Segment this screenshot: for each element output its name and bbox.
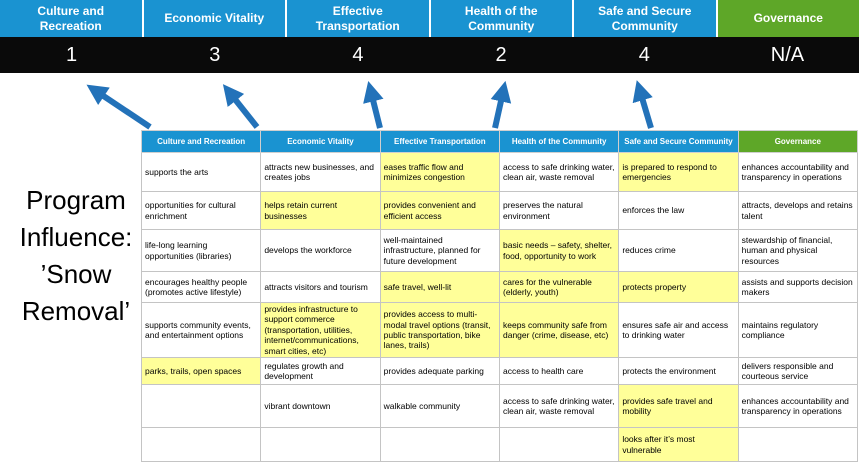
matrix-cell: supports community events, and entertain… bbox=[140, 302, 262, 358]
matrix-column-header: Safe and Secure Community bbox=[618, 130, 739, 153]
matrix-cell: stewardship of financial, human and phys… bbox=[737, 229, 859, 272]
matrix-cell: looks after it’s most vulnerable bbox=[618, 427, 739, 462]
matrix-cell: maintains regulatory compliance bbox=[737, 302, 859, 358]
matrix-cell: enforces the law bbox=[618, 191, 739, 230]
matrix-cell bbox=[260, 427, 381, 462]
matrix-cell: vibrant downtown bbox=[260, 384, 381, 428]
matrix-column-header: Culture and Recreation bbox=[140, 130, 262, 153]
matrix-cell: encourages healthy people (promotes acti… bbox=[140, 271, 262, 303]
matrix-cell bbox=[498, 427, 620, 462]
matrix-cell: develops the workforce bbox=[260, 229, 381, 272]
matrix-row: supports the arts attracts new businesses… bbox=[140, 152, 859, 192]
matrix-column-header: Effective Transportation bbox=[379, 130, 500, 153]
matrix-cell: eases traffic flow and minimizes congest… bbox=[379, 152, 500, 192]
matrix-cell: keeps community safe from danger (crime,… bbox=[498, 302, 620, 358]
matrix-cell: enhances accountability and transparency… bbox=[737, 384, 859, 428]
title-line: Program bbox=[26, 185, 126, 215]
matrix-cell: parks, trails, open spaces bbox=[140, 357, 262, 385]
matrix-cell: attracts new businesses, and creates job… bbox=[260, 152, 381, 192]
title-line: ’Snow bbox=[40, 259, 112, 289]
matrix-cell: cares for the vulnerable (elderly, youth… bbox=[498, 271, 620, 303]
matrix-row: parks, trails, open spaces regulates grow… bbox=[140, 357, 859, 385]
matrix-cell: safe travel, well-lit bbox=[379, 271, 500, 303]
matrix-cell: supports the arts bbox=[140, 152, 262, 192]
matrix-cell: enhances accountability and transparency… bbox=[737, 152, 859, 192]
matrix-cell: walkable community bbox=[379, 384, 500, 428]
category-banner: Culture and Recreation Economic Vitality E… bbox=[0, 0, 859, 37]
matrix-cell bbox=[140, 427, 262, 462]
matrix-row: looks after it’s most vulnerable bbox=[140, 427, 859, 462]
matrix-cell: delivers responsible and courteous servi… bbox=[737, 357, 859, 385]
matrix-cell: access to health care bbox=[498, 357, 620, 385]
matrix-cell: helps retain current businesses bbox=[260, 191, 381, 230]
matrix-header-row: Culture and Recreation Economic Vitality E… bbox=[140, 130, 859, 153]
matrix-cell: basic needs – safety, shelter, food, opp… bbox=[498, 229, 620, 272]
matrix-cell: access to safe drinking water, clean air… bbox=[498, 384, 620, 428]
matrix-cell bbox=[140, 384, 262, 428]
category-score: 4 bbox=[638, 43, 650, 66]
matrix-cell: provides infrastructure to support comme… bbox=[260, 302, 381, 358]
influence-matrix: Culture and Recreation Economic Vitality E… bbox=[140, 130, 859, 462]
matrix-cell bbox=[379, 427, 500, 462]
matrix-row: supports community events, and entertain… bbox=[140, 302, 859, 358]
program-title: Program Influence: ’Snow Removal’ bbox=[0, 182, 152, 330]
title-line: Removal’ bbox=[21, 296, 131, 326]
influence-arrows bbox=[86, 80, 654, 130]
category-score: 4 bbox=[352, 43, 364, 66]
matrix-row: life-long learning opportunities (librar… bbox=[140, 229, 859, 272]
matrix-cell: reduces crime bbox=[618, 229, 739, 272]
category-score: N/A bbox=[770, 43, 805, 66]
matrix-cell: provides safe travel and mobility bbox=[618, 384, 739, 428]
matrix-row: encourages healthy people (promotes acti… bbox=[140, 271, 859, 303]
matrix-cell: well-maintained infrastructure, planned … bbox=[379, 229, 500, 272]
matrix-cell: protects the environment bbox=[618, 357, 739, 385]
matrix-body: supports the arts attracts new businesses… bbox=[140, 152, 859, 462]
category-score: 2 bbox=[495, 43, 507, 66]
matrix-cell: protects property bbox=[618, 271, 739, 303]
matrix-cell bbox=[737, 427, 859, 462]
influence-arrow bbox=[490, 80, 512, 129]
matrix-cell: provides convenient and efficient access bbox=[379, 191, 500, 230]
matrix-cell: preserves the natural environment bbox=[498, 191, 620, 230]
matrix-cell: provides adequate parking bbox=[379, 357, 500, 385]
category-header: Governance bbox=[715, 0, 859, 37]
matrix-cell: is prepared to respond to emergencies bbox=[618, 152, 739, 192]
matrix-column-header: Economic Vitality bbox=[260, 130, 381, 153]
category-header: Economic Vitality bbox=[141, 0, 285, 37]
matrix-header-row: Culture and Recreation Economic Vitality E… bbox=[140, 130, 859, 153]
influence-arrow bbox=[222, 84, 260, 129]
influence-arrow bbox=[363, 80, 384, 129]
category-header: Effective Transportation bbox=[285, 0, 429, 37]
matrix-cell: regulates growth and development bbox=[260, 357, 381, 385]
matrix-cell: assists and supports decision makers bbox=[737, 271, 859, 303]
matrix-row: opportunities for cultural enrichment hel… bbox=[140, 191, 859, 230]
category-header: Safe and Secure Community bbox=[572, 0, 716, 37]
category-header: Culture and Recreation bbox=[0, 0, 142, 37]
influence-arrow bbox=[86, 84, 152, 130]
matrix-cell: ensures safe air and access to drinking … bbox=[618, 302, 739, 358]
matrix-cell: attracts visitors and tourism bbox=[260, 271, 381, 303]
matrix-cell: provides access to multi-modal travel op… bbox=[379, 302, 500, 358]
matrix-column-header: Governance bbox=[737, 130, 859, 153]
matrix-cell: access to safe drinking water, clean air… bbox=[498, 152, 620, 192]
matrix-cell: life-long learning opportunities (librar… bbox=[140, 229, 262, 272]
matrix-column-header: Health of the Community bbox=[498, 130, 620, 153]
matrix-row: vibrant downtown walkable community access… bbox=[140, 384, 859, 428]
influence-arrow bbox=[632, 80, 654, 129]
matrix-cell: opportunities for cultural enrichment bbox=[140, 191, 262, 230]
category-header: Health of the Community bbox=[428, 0, 572, 37]
category-score: 3 bbox=[209, 43, 221, 66]
matrix-cell: attracts, develops and retains talent bbox=[737, 191, 859, 230]
score-row: 1 3 4 2 4 N/A bbox=[0, 37, 859, 73]
title-line: Influence: bbox=[19, 222, 133, 252]
category-score: 1 bbox=[66, 43, 78, 66]
